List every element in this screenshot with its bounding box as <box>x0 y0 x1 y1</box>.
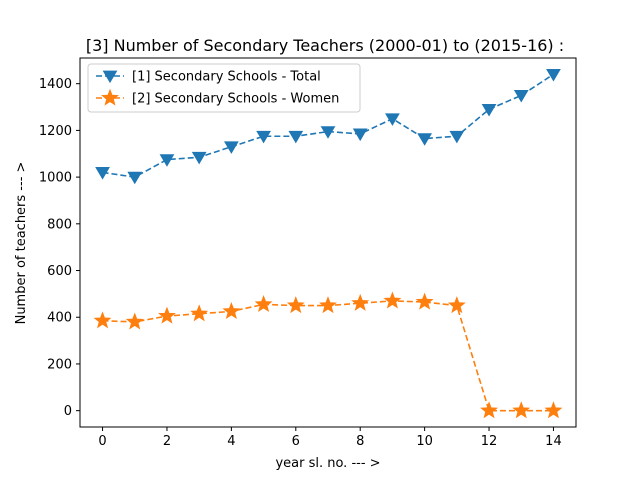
series-2 <box>93 291 563 419</box>
series-2-point <box>254 294 273 312</box>
series-1-point <box>481 104 497 117</box>
y-tick-label: 1000 <box>39 171 72 186</box>
x-tick-label: 8 <box>356 434 364 449</box>
series-2-point <box>125 312 144 330</box>
series-2-point <box>351 293 370 311</box>
y-tick-label: 1400 <box>39 77 72 92</box>
x-tick-label: 12 <box>481 434 498 449</box>
series-1-point <box>352 128 368 142</box>
legend-box <box>87 63 361 113</box>
series-1-point <box>320 126 336 139</box>
series-1-point <box>288 130 304 144</box>
series-2-point <box>447 296 466 314</box>
x-axis-label: year sl. no. --- > <box>275 456 380 471</box>
series-1-point <box>95 167 110 180</box>
y-tick-label: 400 <box>47 311 72 326</box>
x-tick-label: 14 <box>545 434 562 449</box>
series-1-point <box>224 141 239 154</box>
series-2-point <box>480 401 498 419</box>
x-tick-label: 6 <box>292 434 300 449</box>
y-tick-label: 0 <box>64 404 72 419</box>
series-2-point <box>415 292 434 310</box>
series-1-point <box>127 171 143 185</box>
y-tick-label: 600 <box>47 264 72 279</box>
series-2-point <box>286 296 305 314</box>
series-1 <box>95 68 561 185</box>
series-1-point <box>546 68 561 82</box>
series-1-point <box>513 89 529 103</box>
legend-entry-2: [2] Secondary Schools - Women <box>96 88 339 107</box>
series-2-point <box>319 296 337 314</box>
series-2-point <box>93 311 112 329</box>
x-tick-label: 0 <box>98 434 106 449</box>
series-2-point <box>383 291 402 309</box>
legend-label: [2] Secondary Schools - Women <box>132 92 339 107</box>
series-2-point <box>512 401 531 419</box>
legend-marker <box>101 88 119 106</box>
series-1-point <box>417 133 432 146</box>
plot-area: 0 2 4 6 8 10 12 14 0 200 400 600 800 1000 1200 1400 <box>39 57 577 449</box>
chart-title: [3] Number of Secondary Teachers (2000-0… <box>86 36 564 55</box>
x-tick-label: 10 <box>416 434 433 449</box>
legend: [1] Secondary Schools - Total [2] Seconda… <box>87 63 361 113</box>
series-2-point <box>158 306 176 324</box>
series-2-point <box>544 401 563 419</box>
y-tick-label: 200 <box>47 357 72 372</box>
legend-label: [1] Secondary Schools - Total <box>132 70 321 85</box>
legend-entry-1: [1] Secondary Schools - Total <box>96 70 321 85</box>
series-1-point <box>159 154 175 167</box>
plot-frame <box>79 57 577 428</box>
y-tick-label: 800 <box>47 217 72 232</box>
y-tick-label: 1200 <box>39 124 72 139</box>
series-1-point <box>385 113 400 126</box>
x-tick-label: 4 <box>227 434 235 449</box>
series-2-point <box>190 304 209 322</box>
series-1-point <box>256 130 271 144</box>
series-2-point <box>222 301 241 320</box>
legend-marker <box>102 70 118 84</box>
y-axis-label: Number of teachers --- > <box>14 162 29 325</box>
series-1-point <box>449 130 465 144</box>
series-1-point <box>191 151 207 165</box>
x-tick-label: 2 <box>163 434 171 449</box>
